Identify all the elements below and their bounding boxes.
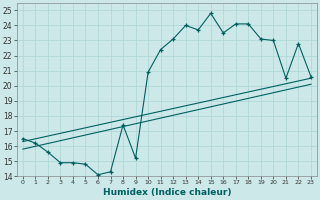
- X-axis label: Humidex (Indice chaleur): Humidex (Indice chaleur): [103, 188, 231, 197]
